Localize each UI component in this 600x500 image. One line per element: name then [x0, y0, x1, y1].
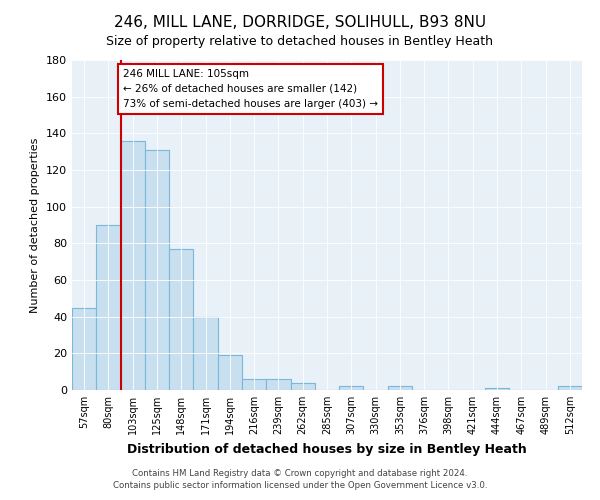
Bar [339, 386, 364, 390]
Bar [72, 308, 96, 390]
Bar [218, 355, 242, 390]
Bar [388, 386, 412, 390]
Text: Contains HM Land Registry data © Crown copyright and database right 2024.
Contai: Contains HM Land Registry data © Crown c… [113, 468, 487, 490]
Bar [96, 225, 121, 390]
Bar [266, 379, 290, 390]
Text: Size of property relative to detached houses in Bentley Heath: Size of property relative to detached ho… [107, 35, 493, 48]
Bar [242, 379, 266, 390]
Bar [558, 386, 582, 390]
Bar [169, 249, 193, 390]
X-axis label: Distribution of detached houses by size in Bentley Heath: Distribution of detached houses by size … [127, 442, 527, 456]
Bar [121, 140, 145, 390]
Bar [193, 316, 218, 390]
Text: 246, MILL LANE, DORRIDGE, SOLIHULL, B93 8NU: 246, MILL LANE, DORRIDGE, SOLIHULL, B93 … [114, 15, 486, 30]
Y-axis label: Number of detached properties: Number of detached properties [31, 138, 40, 312]
Bar [145, 150, 169, 390]
Text: 246 MILL LANE: 105sqm
← 26% of detached houses are smaller (142)
73% of semi-det: 246 MILL LANE: 105sqm ← 26% of detached … [123, 69, 378, 109]
Bar [485, 388, 509, 390]
Bar [290, 382, 315, 390]
